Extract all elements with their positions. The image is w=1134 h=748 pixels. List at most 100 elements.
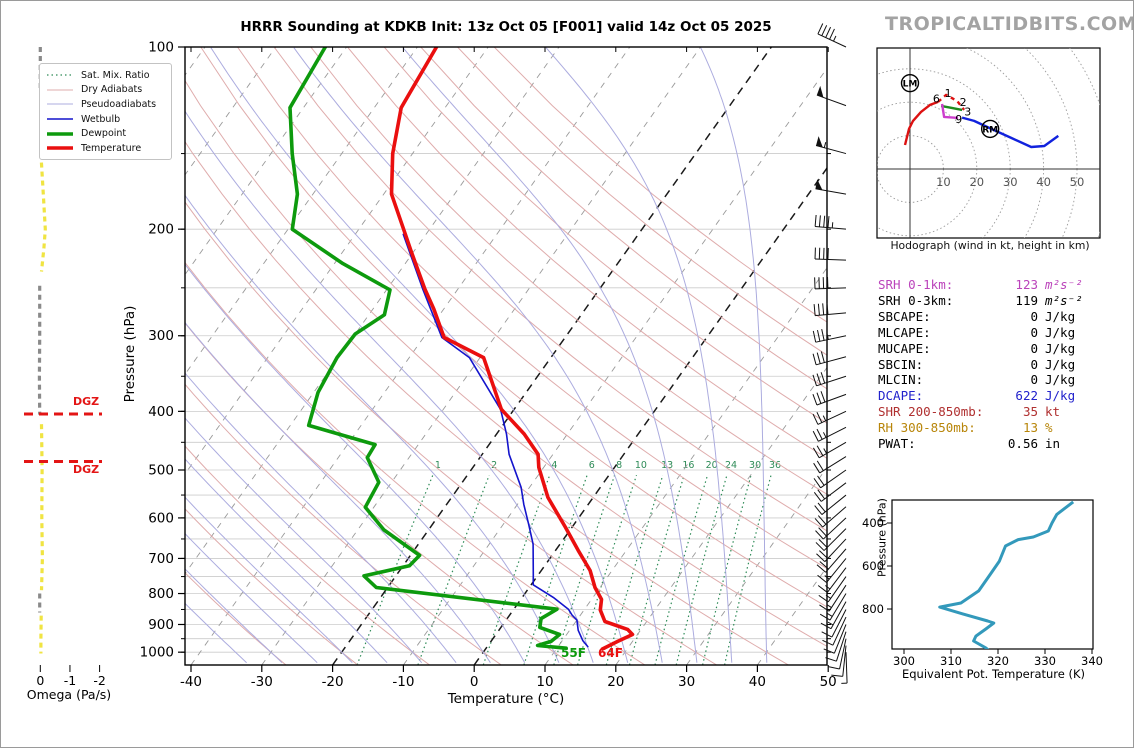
pressure-gridlines	[185, 153, 827, 653]
svg-text:300: 300	[893, 654, 915, 668]
index-label: MUCAPE:	[878, 340, 931, 356]
index-label: SRH 0-1km:	[878, 277, 954, 292]
svg-text:40: 40	[1036, 175, 1051, 189]
legend-box: Sat. Mix. Ratio Dry Adiabats Pseudoadiabat…	[39, 63, 172, 160]
index-row-rh-300-850mb-: RH 300-850mb: 13%	[878, 420, 1108, 436]
legend-item-dewpoint: Dewpoint	[46, 126, 171, 141]
svg-text:1: 1	[435, 460, 441, 471]
svg-text:-30: -30	[251, 674, 273, 690]
svg-text:6: 6	[589, 460, 595, 471]
svg-text:16: 16	[682, 460, 694, 471]
theta-e-panel: 300 310 320 330 340 400 600 800	[862, 499, 1103, 668]
svg-text:30: 30	[678, 674, 695, 690]
index-value: 0	[1030, 308, 1038, 324]
indices-panel: SRH 0-1km: 123 m²s⁻² SRH 0-3km: 119 m²s⁻² SBCA…	[878, 277, 1108, 452]
svg-text:36: 36	[769, 460, 781, 471]
legend-line-sample	[47, 131, 73, 136]
index-unit: %	[1045, 420, 1053, 436]
omega-axis-label: Omega (Pa/s)	[26, 687, 112, 702]
mixing-ratio-lines	[356, 474, 772, 665]
svg-text:30: 30	[749, 460, 761, 471]
svg-text:100: 100	[148, 40, 174, 56]
svg-text:800: 800	[862, 602, 884, 616]
dgz-lower-label: DGZ	[73, 463, 100, 476]
index-label: DCAPE:	[878, 388, 924, 404]
index-row-dcape-: DCAPE: 622 J/kg	[878, 388, 1108, 404]
index-row-mlcin-: MLCIN: 0 J/kg	[878, 372, 1108, 388]
svg-text:-10: -10	[392, 674, 414, 690]
svg-text:9: 9	[955, 113, 962, 126]
svg-text:50: 50	[820, 674, 837, 690]
index-value: 0	[1030, 372, 1038, 388]
index-row-pwat-: PWAT: 0.56 in	[878, 436, 1108, 452]
svg-text:10: 10	[635, 460, 647, 471]
index-unit: J/kg	[1045, 356, 1076, 372]
legend-line-sample	[47, 146, 73, 151]
isotherms	[185, 47, 827, 665]
svg-text:4: 4	[551, 460, 557, 471]
svg-text:2: 2	[491, 460, 497, 471]
index-row-mlcape-: MLCAPE: 0 J/kg	[878, 325, 1108, 341]
index-row-mucape-: MUCAPE: 0 J/kg	[878, 341, 1108, 357]
index-label: PWAT:	[878, 436, 916, 452]
svg-text:20: 20	[607, 674, 624, 690]
index-unit: J/kg	[1045, 340, 1076, 356]
pressure-axis-label-text: Pressure (hPa)	[122, 305, 138, 403]
mixing-ratio-labels: 1 2 4 6 8 10 13 16 20 24 30 36	[435, 460, 781, 471]
index-row-srh-0-1km-: SRH 0-1km: 123 m²s⁻²	[878, 277, 1108, 293]
svg-text:1: 1	[945, 87, 952, 100]
svg-text:-2: -2	[93, 673, 105, 688]
legend-item-sat-mix-ratio: Sat. Mix. Ratio	[46, 68, 171, 83]
pressure-axis-label: Pressure (hPa)	[122, 254, 138, 454]
hodograph-rings: 10 20 30 40 50	[877, 48, 1100, 238]
legend-item-pseudoadiabats: Pseudoadiabats	[46, 97, 171, 112]
svg-text:8: 8	[616, 460, 622, 471]
svg-text:2: 2	[960, 96, 967, 109]
legend-item-label: Sat. Mix. Ratio	[81, 69, 150, 81]
legend-item-label: Wetbulb	[81, 113, 121, 125]
index-unit: J/kg	[1045, 372, 1076, 388]
svg-text:340: 340	[1081, 654, 1103, 668]
svg-text:13: 13	[661, 460, 673, 471]
index-value: 622	[1015, 388, 1038, 404]
index-unit: m²s⁻²	[1045, 277, 1083, 292]
legend-item-label: Dry Adiabats	[81, 84, 143, 96]
index-label: SRH 0-3km:	[878, 292, 954, 308]
dewpoint-trace	[288, 47, 568, 651]
svg-text:30: 30	[1003, 175, 1018, 189]
index-unit: m²s⁻²	[1045, 292, 1083, 308]
legend-line-sample	[47, 74, 73, 76]
svg-text:10: 10	[936, 175, 951, 189]
svg-text:200: 200	[148, 222, 174, 238]
index-row-shr-200-850mb-: SHR 200-850mb: 35 kt	[878, 404, 1108, 420]
svg-text:500: 500	[148, 463, 174, 479]
svg-text:10: 10	[536, 674, 553, 690]
index-unit: in	[1045, 436, 1061, 452]
index-value: 119	[1015, 292, 1038, 308]
dgz-upper-label: DGZ	[73, 395, 100, 408]
hodograph-panel	[876, 47, 1101, 239]
svg-text:0: 0	[36, 673, 44, 688]
theta-e-axis-label: Equivalent Pot. Temperature (K)	[901, 667, 1086, 681]
index-value: 35	[1022, 404, 1038, 420]
index-label: SBCAPE:	[878, 308, 931, 324]
svg-text:320: 320	[987, 654, 1009, 668]
svg-text:3: 3	[964, 106, 971, 119]
index-unit: kt	[1045, 404, 1061, 420]
legend-line-sample	[47, 89, 73, 91]
theta-e-curve	[938, 500, 1075, 649]
svg-text:6: 6	[933, 93, 940, 106]
index-row-sbcin-: SBCIN: 0 J/kg	[878, 357, 1108, 373]
svg-text:330: 330	[1034, 654, 1056, 668]
wetbulb-trace	[402, 233, 589, 648]
svg-text:LM: LM	[903, 80, 918, 90]
svg-text:300: 300	[148, 328, 174, 344]
index-value: 0	[1030, 356, 1038, 372]
svg-text:600: 600	[148, 510, 174, 526]
svg-text:900: 900	[148, 617, 174, 633]
index-label: SHR 200-850mb:	[878, 404, 984, 420]
hodograph-trace: 123 6 9 RM LM	[900, 73, 1060, 149]
svg-text:-40: -40	[180, 674, 202, 690]
